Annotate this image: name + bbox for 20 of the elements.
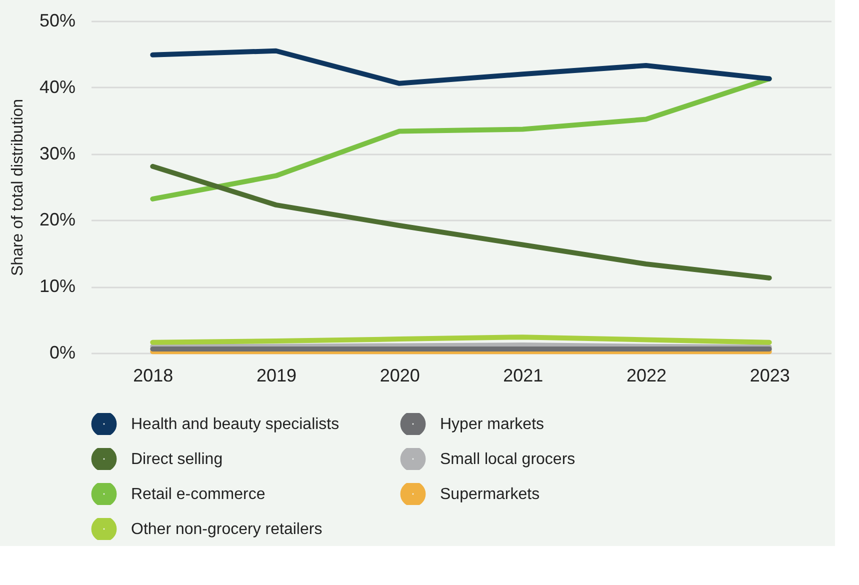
legend-label: Other non-grocery retailers — [131, 521, 322, 538]
y-tick-label: 30% — [39, 143, 76, 164]
x-tick-label: 2021 — [503, 366, 544, 386]
legend-label: Health and beauty specialists — [131, 416, 340, 433]
x-tick-label: 2023 — [750, 366, 790, 386]
y-tick-label: 0% — [49, 342, 76, 362]
y-axis-title: Share of total distribution — [9, 99, 26, 276]
legend-label: Supermarkets — [440, 486, 540, 503]
legend-label: Retail e-commerce — [131, 486, 266, 503]
y-tick-label: 20% — [39, 210, 76, 230]
y-tick-label: 40% — [39, 76, 76, 97]
y-tick-label: 10% — [39, 276, 76, 296]
legend-label: Small local grocers — [440, 451, 576, 468]
x-tick-label: 2022 — [626, 366, 667, 386]
x-tick-label: 2018 — [133, 366, 174, 386]
y-tick-label: 50% — [39, 10, 76, 30]
x-tick-label: 2019 — [256, 366, 297, 386]
legend-label: Direct selling — [131, 451, 223, 468]
legend-label: Hyper markets — [440, 416, 544, 433]
x-tick-label: 2020 — [380, 366, 420, 386]
